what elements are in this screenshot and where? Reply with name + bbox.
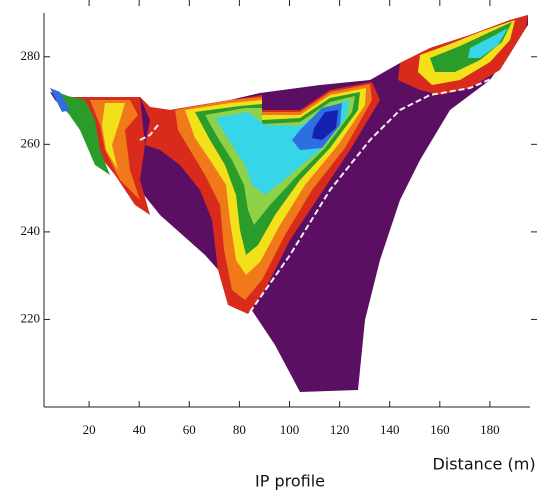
x-tick-label: 80	[233, 422, 246, 437]
y-tick-label: 240	[21, 223, 41, 238]
x-tick-label: 120	[330, 422, 350, 437]
deep-blue-core	[312, 110, 338, 140]
left-green-band	[52, 90, 110, 175]
contour-field	[50, 15, 528, 392]
y-tick-label: 220	[21, 310, 41, 325]
x-tick-label: 180	[480, 422, 500, 437]
chart-title: IP profile	[255, 472, 325, 491]
left-edge-blue	[50, 88, 70, 112]
x-tick-label: 40	[133, 422, 146, 437]
x-tick-label: 60	[183, 422, 196, 437]
y-tick-label: 280	[21, 48, 41, 63]
boundary-line	[249, 74, 501, 313]
right-cyan-band	[468, 28, 508, 58]
x-tick-label: 140	[380, 422, 400, 437]
y-tick-label: 260	[21, 135, 41, 150]
x-tick-label: 100	[280, 422, 300, 437]
left-yellow-band	[102, 103, 125, 170]
left-boundary-line	[139, 124, 159, 141]
x-tick-label: 160	[430, 422, 450, 437]
x-tick-label: 20	[83, 422, 96, 437]
x-axis-label: Distance (m)	[432, 455, 535, 474]
right-green-band	[430, 22, 512, 72]
